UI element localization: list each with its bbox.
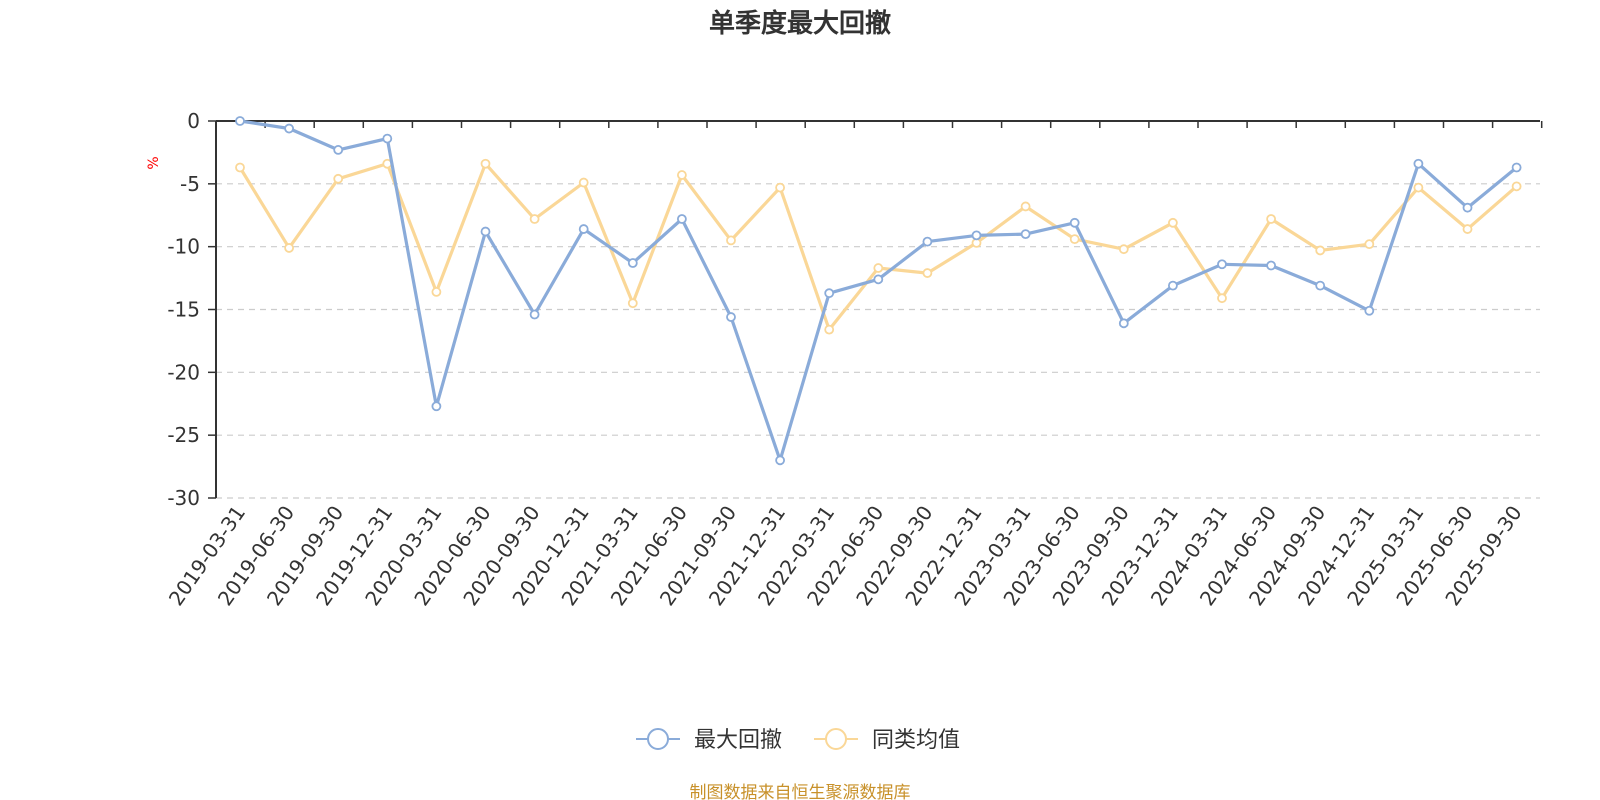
data-point <box>775 455 785 466</box>
data-point <box>824 324 835 335</box>
data-point <box>1020 229 1031 240</box>
data-point <box>1413 182 1424 193</box>
data-point <box>431 401 442 412</box>
data-point <box>1364 305 1375 316</box>
data-point <box>1168 217 1178 228</box>
y-tick-label: -25 <box>167 423 200 447</box>
data-point <box>480 226 491 237</box>
data-point <box>1069 234 1080 245</box>
data-point <box>1462 202 1473 213</box>
data-point <box>480 158 491 169</box>
data-point <box>529 309 540 320</box>
y-tick-labels: 0 -5 -10 -15 -20 -25 -30 <box>167 109 200 510</box>
data-point <box>922 268 933 278</box>
source-note: 制图数据来自恒生聚源数据库 <box>690 783 911 800</box>
data-point <box>578 177 589 188</box>
data-point <box>873 274 884 285</box>
data-point <box>1168 280 1178 291</box>
data-point <box>922 236 933 247</box>
data-point <box>284 123 295 134</box>
data-point <box>971 230 982 241</box>
data-point <box>1462 224 1473 234</box>
data-point <box>1413 158 1424 169</box>
data-point <box>1266 260 1276 271</box>
data-point <box>333 145 344 155</box>
y-tick-label: -30 <box>167 486 200 510</box>
data-point <box>529 214 540 224</box>
y-tick-label: -20 <box>167 360 200 384</box>
legend-marker-icon <box>647 728 669 750</box>
grid-lines <box>208 120 1540 499</box>
y-axis-label: % <box>146 156 162 169</box>
data-point <box>1217 293 1227 304</box>
data-point <box>1315 280 1326 291</box>
data-point <box>627 258 638 268</box>
legend-label: 最大回撤 <box>694 728 782 753</box>
chart-title: 单季度最大回撤 <box>709 8 891 39</box>
data-point <box>382 133 393 144</box>
series-line <box>239 119 1518 462</box>
legend-item-series-1[interactable]: 最大回撤 <box>636 728 782 753</box>
data-point <box>333 173 344 184</box>
data-point <box>726 312 736 322</box>
data-point <box>1315 245 1326 256</box>
data-point <box>775 182 785 193</box>
data-point <box>1511 162 1522 173</box>
data-point <box>235 162 245 173</box>
data-point <box>284 243 295 253</box>
data-point <box>824 288 835 299</box>
data-point <box>1364 239 1375 250</box>
data-point <box>1511 181 1522 192</box>
data-point <box>627 298 638 309</box>
data-point <box>1118 244 1129 255</box>
y-tick-label: -15 <box>167 298 200 322</box>
x-tick-labels: 2019-03-312019-06-302019-09-302019-12-31… <box>164 501 1527 610</box>
series-lines <box>235 116 1522 466</box>
data-point <box>677 170 687 180</box>
y-tick-label: -5 <box>180 172 200 196</box>
data-point <box>1266 214 1276 224</box>
data-point <box>726 235 736 246</box>
legend[interactable]: 最大回撤 同类均值 <box>636 728 960 753</box>
data-point <box>235 116 245 126</box>
data-point <box>431 287 442 297</box>
data-point <box>873 263 884 273</box>
data-point <box>1217 259 1227 270</box>
y-tick-label: 0 <box>187 109 200 133</box>
data-point <box>578 224 589 234</box>
legend-marker-icon <box>825 728 847 750</box>
data-point <box>1069 217 1080 228</box>
legend-label: 同类均值 <box>872 728 960 753</box>
y-tick-label: -10 <box>167 235 200 259</box>
axes <box>215 120 1543 498</box>
data-point <box>1118 318 1129 329</box>
legend-item-series-2[interactable]: 同类均值 <box>814 728 960 753</box>
data-point <box>1020 201 1031 212</box>
data-point <box>677 214 687 224</box>
